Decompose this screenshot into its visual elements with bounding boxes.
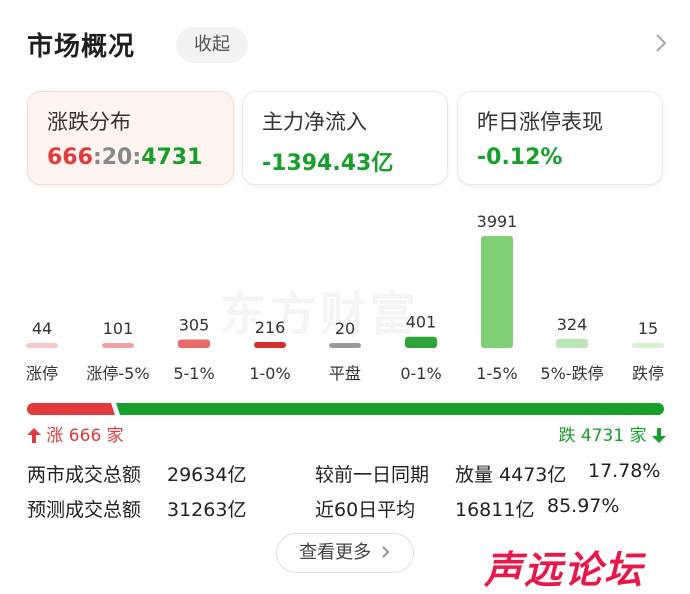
card-label: 昨日涨停表现 [477,110,603,134]
bar-value-label: 305 [179,315,210,334]
bar-value-label: 401 [406,313,437,332]
rise-count-text: 涨 666 家 [46,426,124,446]
bar-value-label: 324 [557,315,588,334]
bar [405,336,437,348]
prev-day-change: 放量 4473亿 [455,464,567,486]
category-label: 跌停 [632,364,664,383]
avg60-label: 近60日平均 [315,499,416,521]
progress-divider [111,403,120,415]
bar [102,343,134,348]
rise-fall-ratio: 666:20:4731 [47,145,202,170]
arrow-up-icon [27,428,41,443]
view-more-label: 查看更多 [299,542,372,563]
fall-summary: 跌 4731 家 [559,421,666,446]
category-label: 1-5% [476,364,517,383]
category-label: 涨停 [26,364,58,383]
bar [26,343,58,348]
bar [632,343,664,348]
forum-logo: 声远论坛 [484,548,645,592]
rise-fall-progress [27,403,664,415]
collapse-button[interactable]: 收起 [176,27,248,63]
card-label: 涨跌分布 [47,110,131,134]
bar [481,236,513,348]
category-label: 0-1% [400,364,441,383]
flat-count: 20 [101,145,133,170]
card-yesterday-limit-up[interactable]: 昨日涨停表现 -0.12% [457,91,663,185]
rise-segment [27,403,111,415]
view-more-button[interactable]: 查看更多 [276,533,414,573]
bar [556,338,588,348]
rise-summary: 涨 666 家 [27,421,124,446]
bar-value-label: 216 [255,318,286,337]
fall-segment [120,403,664,415]
bar-value-label: 20 [335,319,355,338]
card-rise-fall-distribution[interactable]: 涨跌分布 666:20:4731 [27,91,234,185]
watermark: 东方财富 [220,287,420,341]
fall-count-text: 跌 4731 家 [558,426,647,446]
category-label: 5-1% [173,364,214,383]
separator: : [132,145,142,170]
category-label: 5%-跌停 [540,364,603,383]
page-title: 市场概况 [27,32,136,62]
distribution-chart: 44 涨停 101 涨停-5% 305 5-1% 216 1-0% 20 平盘 401 0-1% 399… [26,212,664,383]
card-value: -1394.43亿 [262,151,394,176]
turnover-label: 两市成交总额 [27,464,142,486]
prev-day-label: 较前一日同期 [315,464,430,486]
bar-value-label: 3991 [477,212,518,231]
bar-value-label: 101 [103,319,134,338]
prev-day-pct: 17.78% [588,460,661,482]
bar-value-label: 15 [638,319,658,338]
card-value: -0.12% [477,145,563,170]
bar [178,339,210,348]
chevron-right-icon[interactable] [654,32,668,54]
bar [329,343,361,348]
bar [254,341,286,348]
avg60-value: 16811亿 [455,499,535,521]
card-label: 主力净流入 [262,110,367,134]
up-count: 666 [47,145,93,170]
category-label: 平盘 [329,364,361,383]
forecast-label: 预测成交总额 [27,499,142,521]
category-label: 1-0% [249,364,290,383]
card-main-net-inflow[interactable]: 主力净流入 -1394.43亿 [242,91,448,185]
avg60-pct: 85.97% [547,495,620,517]
chevron-right-icon [382,546,390,558]
category-label: 涨停-5% [86,364,149,383]
separator: : [92,145,102,170]
down-count: 4731 [141,145,203,170]
forecast-value: 31263亿 [167,499,247,521]
bar-value-label: 44 [32,319,52,338]
arrow-down-icon [652,428,666,443]
turnover-value: 29634亿 [167,464,247,486]
